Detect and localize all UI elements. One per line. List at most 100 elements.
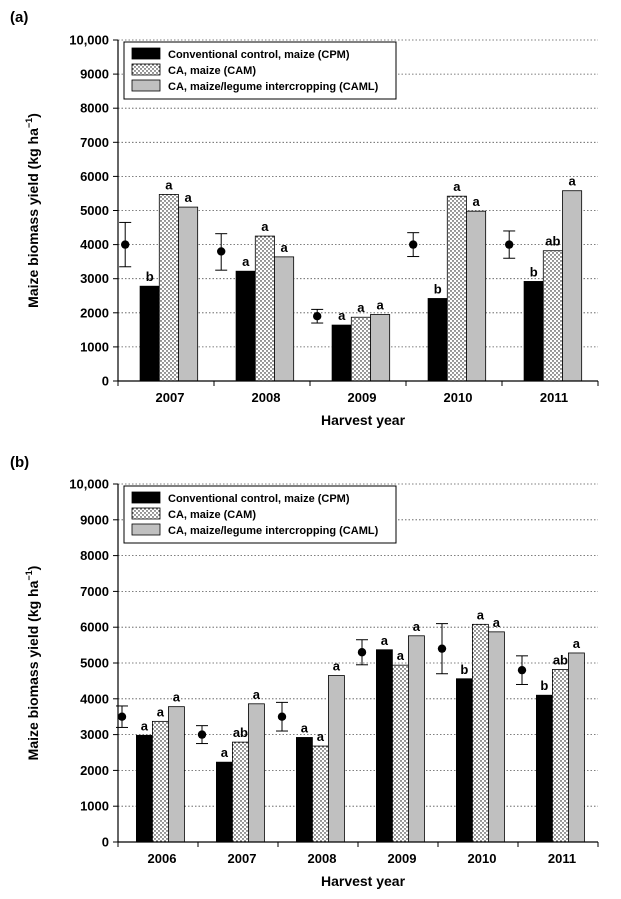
y-tick-label: 2000 (80, 763, 109, 778)
y-tick-label: 3000 (80, 271, 109, 286)
bar-cam (542, 250, 563, 382)
x-tick-label: 2007 (228, 851, 257, 866)
significance-letter: a (221, 745, 229, 760)
bar-cpm (455, 678, 473, 843)
bar-caml (370, 314, 391, 382)
significance-letter: a (253, 687, 261, 702)
y-tick-label: 7000 (80, 584, 109, 599)
y-tick-label: 8000 (80, 101, 109, 116)
bar-cam (350, 316, 371, 382)
y-tick-label: 10,000 (69, 33, 109, 48)
significance-letter: a (165, 177, 173, 192)
x-tick-label: 2007 (156, 390, 185, 405)
significance-letter: a (472, 194, 480, 209)
significance-letter: a (453, 179, 461, 194)
panel-label: (a) (10, 9, 28, 26)
significance-letter: a (317, 729, 325, 744)
x-tick-label: 2011 (548, 851, 576, 866)
x-tick-label: 2009 (348, 390, 377, 405)
x-tick-label: 2010 (468, 851, 497, 866)
y-tick-label: 9000 (80, 512, 109, 527)
significance-letter: a (493, 615, 501, 630)
bar-cpm (295, 737, 313, 843)
bar-cpm (331, 324, 352, 382)
legend-label: Conventional control, maize (CPM) (168, 493, 350, 505)
mean-point (117, 712, 127, 721)
legend-swatch-cpm (131, 491, 161, 504)
bar-caml (247, 703, 265, 843)
significance-letter: a (568, 174, 576, 189)
y-tick-label: 5000 (80, 656, 109, 671)
legend-label: Conventional control, maize (CPM) (168, 49, 350, 61)
significance-letter: a (261, 219, 269, 234)
y-tick-label: 8000 (80, 548, 109, 563)
significance-letter: b (434, 281, 442, 296)
bar-caml (327, 675, 345, 843)
x-tick-label: 2006 (148, 851, 177, 866)
y-tick-label: 5000 (80, 203, 109, 218)
bar-cam (311, 745, 329, 843)
mean-point (197, 730, 207, 739)
legend-label: CA, maize (CAM) (168, 509, 256, 521)
bar-cam (471, 623, 489, 843)
significance-letter: a (381, 633, 389, 648)
significance-letter: ab (545, 234, 560, 249)
x-tick-label: 2008 (252, 390, 281, 405)
bar-caml (274, 256, 295, 382)
significance-letter: a (413, 619, 421, 634)
bar-cam (552, 669, 569, 843)
bar-cpm (375, 649, 393, 843)
bar-cpm (523, 281, 544, 382)
significance-letter: a (157, 704, 165, 719)
y-tick-label: 2000 (80, 305, 109, 320)
significance-letter: a (184, 190, 192, 205)
legend-label: CA, maize/legume intercropping (CAML) (168, 525, 379, 537)
mean-point (517, 665, 527, 675)
bar-caml (562, 190, 583, 382)
bar-cam (151, 720, 169, 843)
significance-letter: b (530, 264, 538, 279)
bar-cam (158, 194, 179, 382)
significance-letter: a (376, 298, 384, 313)
y-tick-label: 3000 (80, 727, 109, 742)
bar-cpm (427, 298, 448, 382)
chart-panel-a: (a) 0 1000 2000 3000 4000 5000 6000 7000 8000 9000… (10, 9, 599, 428)
bar-caml (407, 635, 425, 843)
bar-caml (568, 652, 585, 843)
bar-caml (167, 706, 185, 843)
bar-caml (178, 206, 199, 382)
bar-caml (487, 631, 505, 843)
significance-letter: a (333, 659, 341, 674)
bar-caml (466, 210, 487, 382)
mean-point (357, 648, 367, 657)
legend-swatch-cpm (131, 47, 161, 60)
y-tick-label: 4000 (80, 691, 109, 706)
bar-cpm (215, 761, 233, 843)
chart-panel-b: (b) 0 1000 2000 3000 4000 5000 6000 7000 8000 9000… (10, 454, 599, 889)
mean-point (505, 240, 514, 249)
significance-letter: b (540, 678, 548, 693)
bar-cam (446, 195, 467, 382)
y-axis-title: Maize biomass yield (kg ha−1) (24, 566, 41, 761)
legend-swatch-cam (131, 507, 161, 520)
significance-letter: ab (553, 652, 568, 667)
significance-letter: a (301, 720, 309, 735)
mean-point (217, 247, 226, 256)
mean-point (277, 712, 287, 721)
significance-letter: a (242, 254, 250, 269)
bar-cam (391, 664, 409, 843)
legend-swatch-cam (131, 63, 161, 76)
x-axis-title: Harvest year (321, 873, 406, 889)
mean-point (121, 240, 130, 249)
bar-cpm (536, 694, 553, 843)
legend-label: CA, maize/legume intercropping (CAML) (168, 81, 379, 93)
x-tick-label: 2009 (388, 851, 417, 866)
y-tick-label: 0 (102, 835, 109, 850)
mean-point (437, 644, 447, 653)
significance-letter: b (460, 662, 468, 677)
significance-letter: a (280, 240, 288, 255)
y-tick-label: 9000 (80, 67, 109, 82)
y-tick-label: 6000 (80, 620, 109, 635)
significance-letter: a (397, 648, 405, 663)
bar-cpm (139, 285, 160, 382)
